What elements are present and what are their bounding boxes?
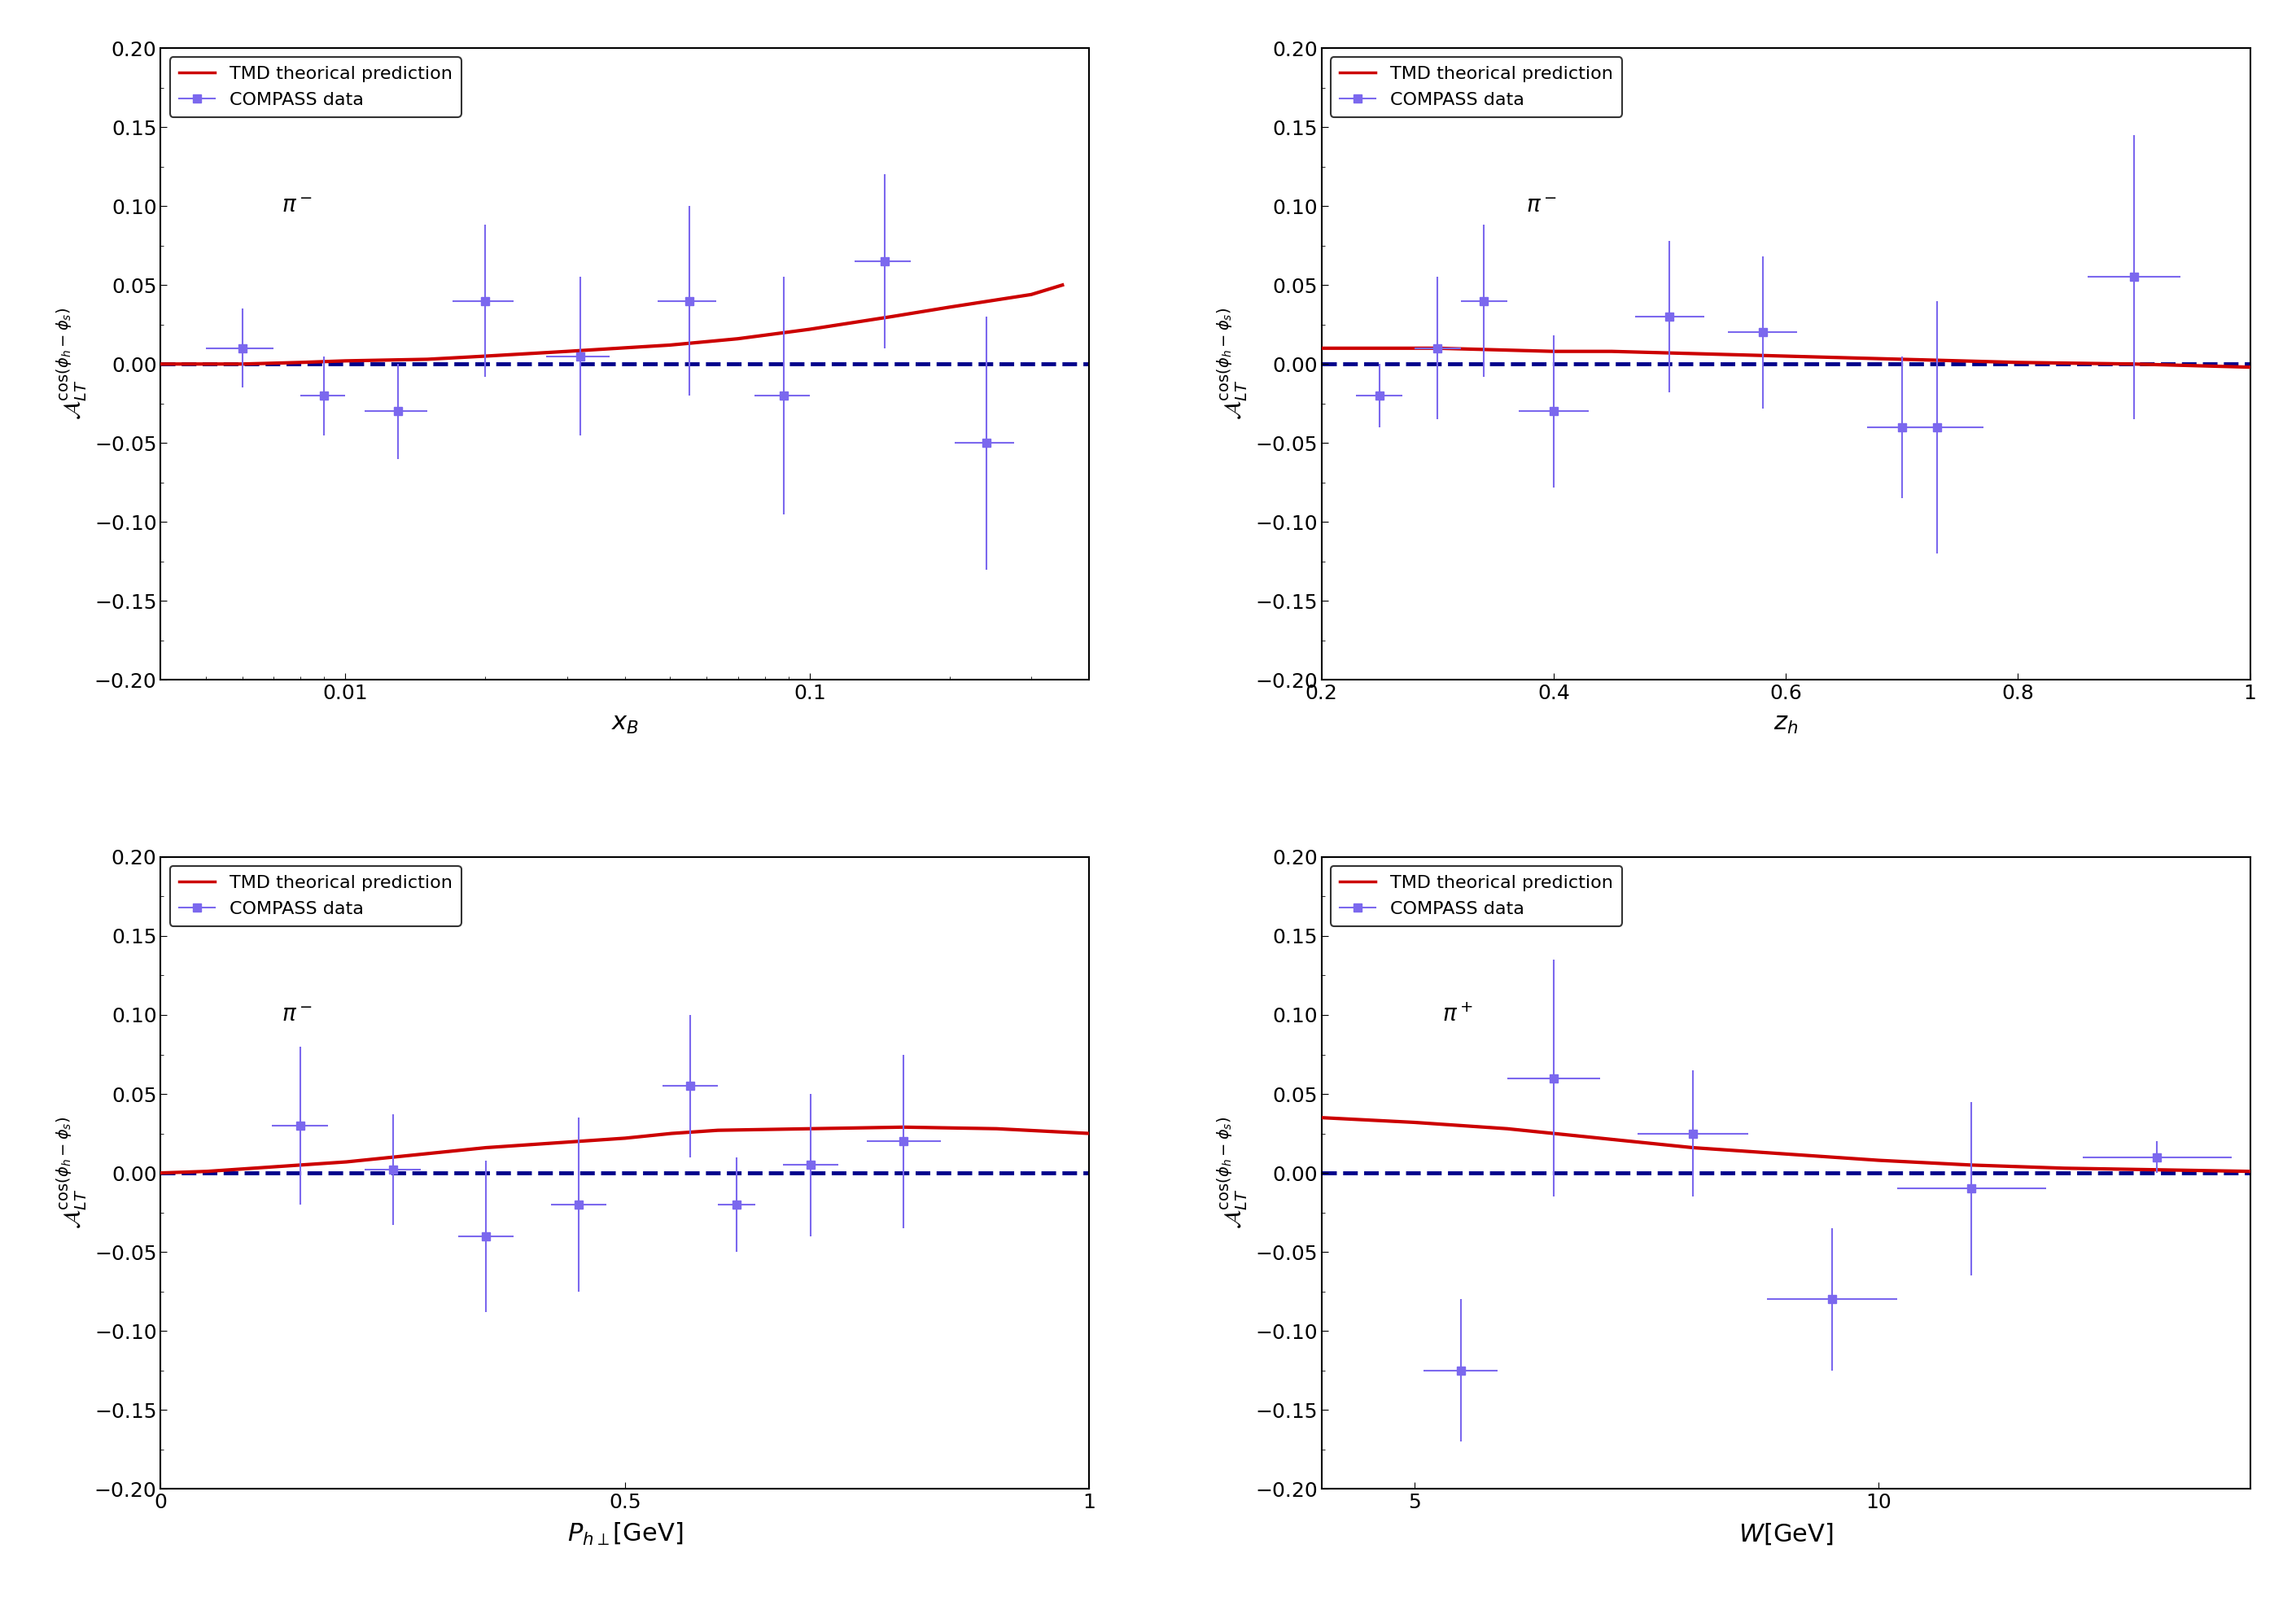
Legend: TMD theorical prediction, COMPASS data: TMD theorical prediction, COMPASS data: [170, 58, 461, 117]
Legend: TMD theorical prediction, COMPASS data: TMD theorical prediction, COMPASS data: [1329, 866, 1623, 925]
Legend: TMD theorical prediction, COMPASS data: TMD theorical prediction, COMPASS data: [170, 866, 461, 925]
X-axis label: $W$[GeV]: $W$[GeV]: [1738, 1521, 1832, 1547]
X-axis label: $P_{h\perp}$[GeV]: $P_{h\perp}$[GeV]: [567, 1521, 682, 1548]
Legend: TMD theorical prediction, COMPASS data: TMD theorical prediction, COMPASS data: [1329, 58, 1623, 117]
Y-axis label: $\mathcal{A}_{LT}^{\cos(\phi_h-\phi_s)}$: $\mathcal{A}_{LT}^{\cos(\phi_h-\phi_s)}$: [55, 1116, 90, 1230]
X-axis label: $x_B$: $x_B$: [611, 712, 638, 736]
X-axis label: $z_h$: $z_h$: [1773, 712, 1798, 736]
Y-axis label: $\mathcal{A}_{LT}^{\cos(\phi_h-\phi_s)}$: $\mathcal{A}_{LT}^{\cos(\phi_h-\phi_s)}$: [1215, 1116, 1249, 1230]
Text: $\pi^-$: $\pi^-$: [1527, 195, 1557, 218]
Text: $\pi^-$: $\pi^-$: [282, 1004, 312, 1026]
Text: $\pi^+$: $\pi^+$: [1442, 1004, 1474, 1026]
Y-axis label: $\mathcal{A}_{LT}^{\cos(\phi_h-\phi_s)}$: $\mathcal{A}_{LT}^{\cos(\phi_h-\phi_s)}$: [55, 307, 90, 421]
Text: $\pi^-$: $\pi^-$: [282, 195, 312, 218]
Y-axis label: $\mathcal{A}_{LT}^{\cos(\phi_h-\phi_s)}$: $\mathcal{A}_{LT}^{\cos(\phi_h-\phi_s)}$: [1215, 307, 1249, 421]
